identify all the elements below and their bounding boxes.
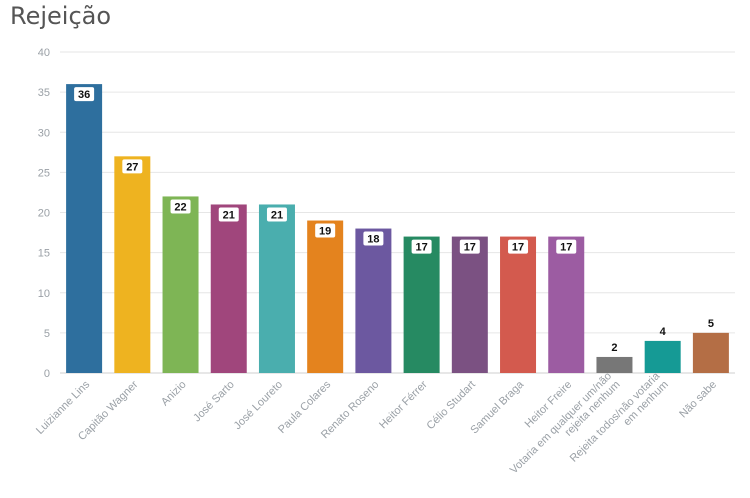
bar[interactable] — [644, 340, 681, 373]
data-label-box — [122, 159, 143, 174]
bar[interactable] — [258, 204, 295, 373]
data-label: 5 — [708, 318, 714, 330]
data-label: 17 — [415, 242, 427, 254]
y-tick-label: 30 — [38, 127, 50, 139]
y-tick-label: 40 — [38, 47, 50, 59]
data-label: 36 — [78, 89, 90, 101]
bar[interactable] — [596, 356, 633, 373]
bar[interactable] — [210, 204, 247, 373]
y-tick-label: 35 — [38, 87, 50, 99]
bar[interactable] — [451, 236, 488, 373]
x-tick-label-line: José Loureto — [232, 379, 285, 432]
data-label: 4 — [660, 326, 667, 338]
x-tick-label-line: Não sabe — [677, 379, 719, 421]
x-tick-label-line: Anizio — [159, 379, 189, 409]
data-label: 18 — [367, 234, 379, 246]
x-tick-label-line: Heitor Férrer — [377, 378, 430, 431]
data-label: 17 — [464, 242, 476, 254]
x-tick-label: Célio Studart — [424, 379, 477, 432]
data-label: 17 — [560, 242, 572, 254]
x-tick-label-line: José Sarto — [191, 379, 237, 425]
data-label-box — [218, 207, 239, 222]
x-tick-label: José Loureto — [232, 379, 285, 432]
bar[interactable] — [548, 236, 585, 373]
data-label-box — [74, 87, 95, 102]
bar[interactable] — [692, 332, 729, 373]
y-tick-label: 15 — [38, 248, 50, 260]
y-tick-label: 25 — [38, 167, 50, 179]
data-label: 17 — [512, 242, 524, 254]
data-label-box — [556, 239, 577, 254]
bar[interactable] — [500, 236, 537, 373]
data-label-box — [266, 207, 287, 222]
bar[interactable] — [162, 196, 199, 373]
bar[interactable] — [403, 236, 440, 373]
data-label-box — [508, 239, 529, 254]
data-label: 19 — [319, 226, 331, 238]
x-tick-label: Anizio — [159, 379, 189, 409]
x-tick-label: Não sabe — [677, 379, 719, 421]
y-tick-label: 5 — [44, 328, 50, 340]
bar[interactable] — [114, 156, 151, 373]
data-label-box — [411, 239, 432, 254]
chart-title: Rejeição — [10, 2, 112, 30]
data-label-box — [170, 199, 191, 214]
data-label: 21 — [271, 209, 283, 221]
x-tick-label: José Sarto — [191, 379, 237, 425]
y-tick-label: 10 — [38, 288, 50, 300]
x-tick-label-line: Célio Studart — [424, 379, 477, 432]
data-label-box — [315, 223, 336, 238]
y-tick-label: 20 — [38, 208, 50, 220]
data-label-box — [363, 231, 384, 246]
data-label: 22 — [174, 201, 186, 213]
data-label: 27 — [126, 161, 138, 173]
data-label: 21 — [223, 209, 235, 221]
data-label: 2 — [611, 342, 617, 354]
bar[interactable] — [307, 220, 344, 373]
y-tick-label: 0 — [44, 368, 50, 380]
bar[interactable] — [355, 228, 392, 373]
data-label-box — [459, 239, 480, 254]
x-tick-label: Heitor Férrer — [377, 378, 430, 431]
bar[interactable] — [66, 84, 103, 373]
